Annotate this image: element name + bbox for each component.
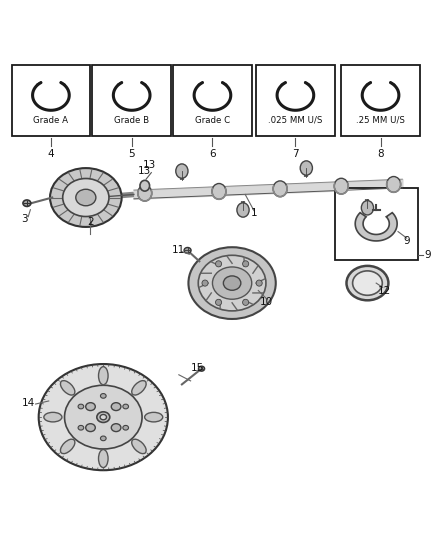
- Ellipse shape: [99, 367, 108, 385]
- Text: 15: 15: [191, 363, 204, 373]
- Ellipse shape: [198, 255, 266, 311]
- Ellipse shape: [97, 412, 110, 423]
- Ellipse shape: [23, 200, 31, 206]
- Circle shape: [243, 261, 249, 267]
- Ellipse shape: [123, 425, 128, 430]
- Text: Grade C: Grade C: [195, 116, 230, 125]
- Ellipse shape: [140, 180, 150, 191]
- Ellipse shape: [212, 183, 226, 199]
- Text: 6: 6: [209, 149, 216, 159]
- Ellipse shape: [346, 266, 389, 300]
- Ellipse shape: [145, 413, 163, 422]
- Ellipse shape: [176, 164, 188, 178]
- Ellipse shape: [39, 364, 168, 470]
- Ellipse shape: [132, 381, 146, 395]
- Text: .025 MM U/S: .025 MM U/S: [268, 116, 323, 125]
- Circle shape: [202, 280, 208, 286]
- Bar: [92, 65, 171, 136]
- Ellipse shape: [100, 436, 106, 441]
- Bar: [12, 65, 90, 136]
- Text: 1: 1: [251, 208, 257, 218]
- Ellipse shape: [111, 402, 121, 410]
- Ellipse shape: [184, 247, 191, 253]
- Ellipse shape: [300, 161, 312, 175]
- Text: 11: 11: [172, 245, 185, 255]
- Ellipse shape: [78, 404, 84, 409]
- Circle shape: [256, 280, 262, 286]
- Text: 14: 14: [21, 398, 35, 408]
- Ellipse shape: [237, 203, 249, 217]
- Text: 13: 13: [138, 166, 152, 176]
- Text: 12: 12: [378, 286, 391, 295]
- Ellipse shape: [123, 404, 128, 409]
- Text: 2: 2: [87, 217, 93, 227]
- Ellipse shape: [198, 366, 205, 371]
- Circle shape: [215, 300, 222, 305]
- Ellipse shape: [111, 424, 121, 432]
- Ellipse shape: [60, 439, 75, 454]
- Text: 10: 10: [260, 297, 273, 308]
- Text: Grade A: Grade A: [33, 116, 68, 125]
- Ellipse shape: [387, 176, 401, 192]
- Ellipse shape: [100, 415, 106, 420]
- Ellipse shape: [99, 449, 108, 467]
- Text: 7: 7: [292, 149, 299, 159]
- Ellipse shape: [273, 181, 287, 197]
- Text: 3: 3: [21, 214, 28, 224]
- Ellipse shape: [188, 247, 276, 319]
- Bar: [173, 65, 252, 136]
- Ellipse shape: [100, 393, 106, 398]
- Text: 9: 9: [424, 250, 431, 260]
- Ellipse shape: [361, 200, 374, 215]
- Ellipse shape: [86, 402, 95, 410]
- Ellipse shape: [334, 178, 348, 194]
- Text: 4: 4: [48, 149, 54, 159]
- Bar: [341, 65, 420, 136]
- Ellipse shape: [138, 185, 152, 201]
- Ellipse shape: [223, 276, 241, 290]
- Ellipse shape: [44, 413, 62, 422]
- Ellipse shape: [78, 425, 84, 430]
- Bar: [256, 65, 335, 136]
- PathPatch shape: [355, 213, 397, 241]
- Ellipse shape: [64, 385, 142, 449]
- Ellipse shape: [86, 424, 95, 432]
- Text: 5: 5: [128, 149, 135, 159]
- Ellipse shape: [212, 267, 252, 299]
- Ellipse shape: [353, 271, 382, 295]
- Ellipse shape: [76, 189, 96, 206]
- Text: 9: 9: [403, 236, 410, 246]
- Ellipse shape: [63, 179, 109, 216]
- Ellipse shape: [132, 439, 146, 454]
- Circle shape: [215, 261, 222, 267]
- Bar: [335, 188, 418, 260]
- Text: .25 MM U/S: .25 MM U/S: [356, 116, 405, 125]
- Ellipse shape: [60, 381, 75, 395]
- Circle shape: [243, 300, 249, 305]
- Text: Grade B: Grade B: [114, 116, 149, 125]
- Text: 8: 8: [377, 149, 384, 159]
- Ellipse shape: [50, 168, 122, 227]
- Text: 13: 13: [142, 159, 156, 169]
